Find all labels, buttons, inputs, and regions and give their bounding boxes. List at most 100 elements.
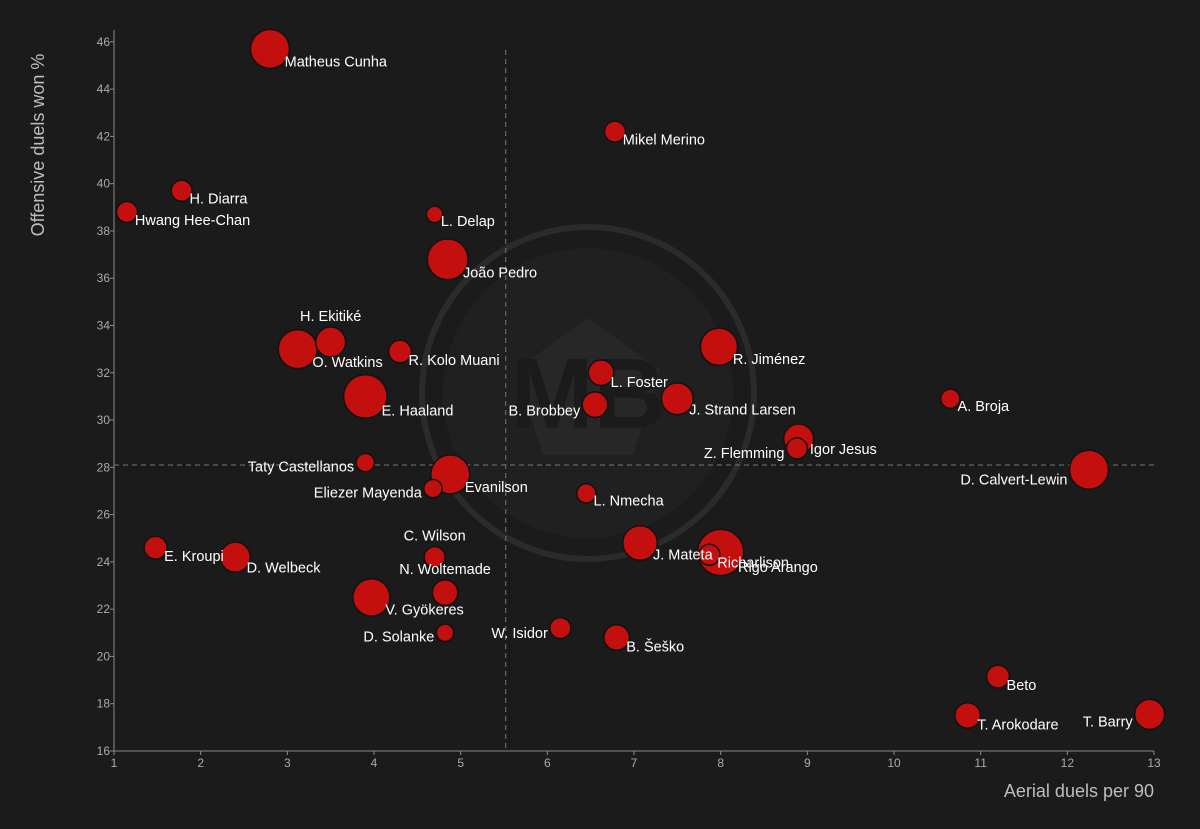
axes: 1 2 3 4 5 6 7 8 9 10 11 12 1316182022242628303234363… (97, 30, 1161, 770)
point-label: Hwang Hee-Chan (135, 213, 250, 229)
point-label: N. Woltemade (399, 562, 491, 578)
point-label: B. Šeško (626, 639, 684, 656)
data-point (355, 452, 376, 473)
x-tick-label: 1 (111, 756, 118, 770)
data-point (603, 120, 627, 143)
point-label: E. Haaland (382, 403, 454, 419)
point-label: A. Broja (958, 399, 1011, 415)
point-label: C. Wilson (404, 529, 466, 545)
y-tick-label: 42 (97, 129, 111, 143)
point-label: J. Mateta (653, 547, 714, 563)
data-point (699, 327, 739, 367)
data-point (314, 326, 347, 358)
data-point (387, 339, 413, 364)
data-point (352, 577, 391, 617)
data-point (431, 579, 459, 607)
data-point (423, 545, 446, 569)
point-label: Rigo Arango (738, 560, 818, 576)
data-points (115, 28, 1166, 731)
y-tick-label: 30 (97, 413, 111, 427)
point-label: J. Strand Larsen (689, 403, 795, 419)
data-point (115, 200, 139, 224)
x-axis-title: Aerial duels per 90 (1004, 781, 1154, 801)
x-tick-label: 12 (1061, 756, 1075, 770)
data-point (435, 623, 455, 643)
data-point (698, 543, 721, 567)
point-labels: Rigo Arango E. Haaland João Pedro Matheus C… (135, 55, 1134, 734)
point-label: Taty Castellanos (248, 460, 354, 476)
point-label: D. Calvert-Lewin (960, 472, 1067, 488)
x-tick-label: 4 (371, 756, 378, 770)
y-tick-label: 34 (97, 318, 111, 332)
x-tick-label: 7 (631, 756, 638, 770)
point-label: O. Watkins (312, 355, 382, 371)
y-tick-label: 36 (97, 271, 111, 285)
point-label: V. Gyökeres (385, 603, 463, 619)
point-label: L. Nmecha (594, 494, 665, 510)
point-label: L. Delap (441, 214, 495, 230)
data-point (1068, 449, 1110, 490)
y-tick-label: 26 (97, 508, 111, 522)
data-point (249, 28, 291, 70)
point-label: João Pedro (463, 266, 537, 282)
data-point (423, 478, 443, 499)
data-point (575, 482, 597, 504)
data-point (581, 391, 609, 419)
reference-lines (114, 50, 1154, 751)
x-tick-label: 9 (804, 756, 811, 770)
point-label: T. Arokodare (977, 718, 1058, 734)
y-tick-label: 28 (97, 460, 111, 474)
data-point (587, 359, 615, 387)
point-label: Evanilson (465, 480, 528, 496)
data-point (622, 524, 659, 561)
point-label: R. Jiménez (733, 352, 806, 368)
y-tick-label: 16 (97, 744, 111, 758)
x-tick-label: 3 (284, 756, 291, 770)
data-point (954, 702, 982, 730)
point-label: R. Kolo Muani (409, 353, 500, 369)
point-label: Eliezer Mayenda (314, 486, 423, 502)
y-tick-label: 20 (97, 649, 111, 663)
point-label: Z. Flemming (704, 446, 785, 462)
data-point (1133, 698, 1166, 731)
point-label: Matheus Cunha (285, 55, 388, 71)
point-label: H. Diarra (189, 192, 248, 208)
data-point (170, 179, 193, 202)
x-tick-label: 10 (887, 756, 901, 770)
point-label: Igor Jesus (810, 442, 877, 458)
data-point (939, 388, 961, 410)
point-label: T. Barry (1083, 715, 1134, 731)
y-tick-label: 18 (97, 697, 111, 711)
point-label: L. Foster (611, 375, 668, 391)
x-tick-label: 5 (457, 756, 464, 770)
data-point (549, 616, 572, 640)
x-tick-label: 2 (197, 756, 204, 770)
data-point (143, 535, 168, 560)
point-label: D. Solanke (363, 630, 434, 646)
point-label: E. Kroupi (164, 549, 224, 565)
y-tick-label: 24 (97, 555, 111, 569)
point-label: H. Ekitiké (300, 309, 361, 325)
data-point (660, 382, 694, 416)
point-label: Richarlison (717, 556, 789, 572)
y-tick-label: 44 (97, 82, 111, 96)
y-tick-label: 40 (97, 177, 111, 191)
data-point (425, 205, 444, 224)
y-axis-title: Offensive duels won % (28, 54, 48, 237)
data-point (426, 238, 469, 281)
data-point (785, 437, 809, 460)
x-tick-label: 8 (717, 756, 724, 770)
data-point (219, 541, 252, 573)
data-point (985, 664, 1011, 689)
point-label: D. Welbeck (247, 560, 322, 576)
x-tick-label: 6 (544, 756, 551, 770)
data-point (342, 373, 388, 419)
point-label: W. Isidor (491, 626, 548, 642)
point-label: B. Brobbey (509, 404, 581, 420)
point-label: Beto (1007, 678, 1037, 694)
data-point (603, 624, 631, 652)
y-tick-label: 32 (97, 366, 111, 380)
x-tick-label: 13 (1147, 756, 1161, 770)
y-tick-label: 22 (97, 602, 111, 616)
